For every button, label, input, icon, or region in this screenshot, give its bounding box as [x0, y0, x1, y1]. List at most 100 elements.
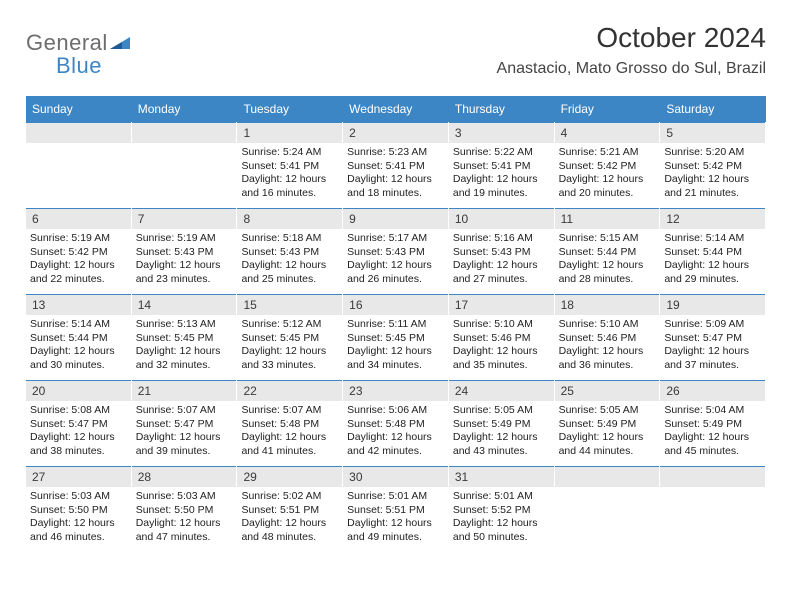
day-body: Sunrise: 5:04 AMSunset: 5:49 PMDaylight:…	[660, 401, 765, 466]
day-number: 13	[26, 294, 131, 315]
calendar-day: 25Sunrise: 5:05 AMSunset: 5:49 PMDayligh…	[555, 380, 661, 466]
weekday-header-row: SundayMondayTuesdayWednesdayThursdayFrid…	[26, 96, 766, 122]
day-body: Sunrise: 5:21 AMSunset: 5:42 PMDaylight:…	[555, 143, 660, 208]
day-body: Sunrise: 5:10 AMSunset: 5:46 PMDaylight:…	[449, 315, 554, 380]
month-title: October 2024	[497, 22, 766, 54]
daylight-line: Daylight: 12 hours and 19 minutes.	[453, 173, 550, 200]
day-body: Sunrise: 5:14 AMSunset: 5:44 PMDaylight:…	[660, 229, 765, 294]
sunrise-line: Sunrise: 5:13 AM	[136, 318, 233, 332]
calendar-day: 17Sunrise: 5:10 AMSunset: 5:46 PMDayligh…	[449, 294, 555, 380]
day-body: Sunrise: 5:01 AMSunset: 5:51 PMDaylight:…	[343, 487, 448, 556]
daylight-line: Daylight: 12 hours and 48 minutes.	[241, 517, 338, 544]
location-subtitle: Anastacio, Mato Grosso do Sul, Brazil	[497, 60, 766, 78]
daylight-line: Daylight: 12 hours and 36 minutes.	[559, 345, 656, 372]
daylight-line: Daylight: 12 hours and 22 minutes.	[30, 259, 127, 286]
sunrise-line: Sunrise: 5:10 AM	[559, 318, 656, 332]
calendar-day: 31Sunrise: 5:01 AMSunset: 5:52 PMDayligh…	[449, 466, 555, 556]
day-number: 29	[237, 466, 342, 487]
sunrise-line: Sunrise: 5:18 AM	[241, 232, 338, 246]
calendar-day: 7Sunrise: 5:19 AMSunset: 5:43 PMDaylight…	[132, 208, 238, 294]
sunset-line: Sunset: 5:43 PM	[453, 246, 550, 260]
sunrise-line: Sunrise: 5:01 AM	[347, 490, 444, 504]
calendar-day: 11Sunrise: 5:15 AMSunset: 5:44 PMDayligh…	[555, 208, 661, 294]
day-body: Sunrise: 5:19 AMSunset: 5:42 PMDaylight:…	[26, 229, 131, 294]
day-body	[132, 143, 237, 208]
sunset-line: Sunset: 5:51 PM	[241, 504, 338, 518]
calendar-day: 26Sunrise: 5:04 AMSunset: 5:49 PMDayligh…	[660, 380, 766, 466]
day-number	[660, 466, 765, 487]
sunrise-line: Sunrise: 5:08 AM	[30, 404, 127, 418]
daylight-line: Daylight: 12 hours and 50 minutes.	[453, 517, 550, 544]
weekday-header: Tuesday	[237, 96, 343, 122]
daylight-line: Daylight: 12 hours and 30 minutes.	[30, 345, 127, 372]
sunset-line: Sunset: 5:45 PM	[136, 332, 233, 346]
day-number: 18	[555, 294, 660, 315]
calendar-day: 1Sunrise: 5:24 AMSunset: 5:41 PMDaylight…	[237, 122, 343, 208]
sunset-line: Sunset: 5:49 PM	[664, 418, 761, 432]
calendar-day: 23Sunrise: 5:06 AMSunset: 5:48 PMDayligh…	[343, 380, 449, 466]
day-number: 14	[132, 294, 237, 315]
day-number: 17	[449, 294, 554, 315]
sunrise-line: Sunrise: 5:11 AM	[347, 318, 444, 332]
weekday-header: Monday	[132, 96, 238, 122]
sunset-line: Sunset: 5:42 PM	[664, 160, 761, 174]
day-number: 5	[660, 122, 765, 143]
day-number: 23	[343, 380, 448, 401]
calendar-week: 6Sunrise: 5:19 AMSunset: 5:42 PMDaylight…	[26, 208, 766, 294]
sunrise-line: Sunrise: 5:20 AM	[664, 146, 761, 160]
weekday-header: Thursday	[449, 96, 555, 122]
calendar-day: 18Sunrise: 5:10 AMSunset: 5:46 PMDayligh…	[555, 294, 661, 380]
day-number: 26	[660, 380, 765, 401]
day-number	[132, 122, 237, 143]
daylight-line: Daylight: 12 hours and 21 minutes.	[664, 173, 761, 200]
daylight-line: Daylight: 12 hours and 27 minutes.	[453, 259, 550, 286]
sunrise-line: Sunrise: 5:23 AM	[347, 146, 444, 160]
daylight-line: Daylight: 12 hours and 18 minutes.	[347, 173, 444, 200]
day-body: Sunrise: 5:08 AMSunset: 5:47 PMDaylight:…	[26, 401, 131, 466]
calendar-week: 20Sunrise: 5:08 AMSunset: 5:47 PMDayligh…	[26, 380, 766, 466]
day-number	[26, 122, 131, 143]
day-body: Sunrise: 5:01 AMSunset: 5:52 PMDaylight:…	[449, 487, 554, 556]
sunset-line: Sunset: 5:51 PM	[347, 504, 444, 518]
day-number: 25	[555, 380, 660, 401]
day-body	[555, 487, 660, 556]
sunrise-line: Sunrise: 5:15 AM	[559, 232, 656, 246]
calendar-day: 29 Sunrise: 5:02 AMSunset: 5:51 PMDayligh…	[237, 466, 343, 556]
sunrise-line: Sunrise: 5:19 AM	[30, 232, 127, 246]
sunrise-line: Sunrise: 5:02 AM	[241, 490, 338, 504]
calendar: SundayMondayTuesdayWednesdayThursdayFrid…	[26, 96, 766, 556]
calendar-day: 14 Sunrise: 5:13 AMSunset: 5:45 PMDayligh…	[132, 294, 238, 380]
day-body: Sunrise: 5:18 AMSunset: 5:43 PMDaylight:…	[237, 229, 342, 294]
day-body: Sunrise: 5:16 AMSunset: 5:43 PMDaylight:…	[449, 229, 554, 294]
header: General Blue October 2024 Anastacio, Mat…	[26, 22, 766, 92]
day-body	[660, 487, 765, 556]
daylight-line: Daylight: 12 hours and 43 minutes.	[453, 431, 550, 458]
day-number: 22	[237, 380, 342, 401]
day-body: Sunrise: 5:05 AMSunset: 5:49 PMDaylight:…	[555, 401, 660, 466]
daylight-line: Daylight: 12 hours and 23 minutes.	[136, 259, 233, 286]
daylight-line: Daylight: 12 hours and 35 minutes.	[453, 345, 550, 372]
sunset-line: Sunset: 5:43 PM	[241, 246, 338, 260]
sunrise-line: Sunrise: 5:21 AM	[559, 146, 656, 160]
calendar-body: 1Sunrise: 5:24 AMSunset: 5:41 PMDaylight…	[26, 122, 766, 556]
daylight-line: Daylight: 12 hours and 32 minutes.	[136, 345, 233, 372]
sunrise-line: Sunrise: 5:10 AM	[453, 318, 550, 332]
sunrise-line: Sunrise: 5:05 AM	[453, 404, 550, 418]
day-number: 7	[132, 208, 237, 229]
day-body: Sunrise: 5:06 AMSunset: 5:48 PMDaylight:…	[343, 401, 448, 466]
day-body: Sunrise: 5:03 AMSunset: 5:50 PMDaylight:…	[132, 487, 237, 556]
day-number: 19	[660, 294, 765, 315]
sunset-line: Sunset: 5:47 PM	[664, 332, 761, 346]
sunrise-line: Sunrise: 5:14 AM	[664, 232, 761, 246]
day-number: 12	[660, 208, 765, 229]
calendar-day	[660, 466, 766, 556]
calendar-week: 27Sunrise: 5:03 AMSunset: 5:50 PMDayligh…	[26, 466, 766, 556]
sunrise-line: Sunrise: 5:04 AM	[664, 404, 761, 418]
calendar-day: 5 Sunrise: 5:20 AMSunset: 5:42 PMDaylight…	[660, 122, 766, 208]
calendar-day	[555, 466, 661, 556]
sunset-line: Sunset: 5:48 PM	[241, 418, 338, 432]
day-body: Sunrise: 5:07 AMSunset: 5:47 PMDaylight:…	[132, 401, 237, 466]
day-number: 11	[555, 208, 660, 229]
day-number: 4	[555, 122, 660, 143]
calendar-day: 19Sunrise: 5:09 AMSunset: 5:47 PMDayligh…	[660, 294, 766, 380]
